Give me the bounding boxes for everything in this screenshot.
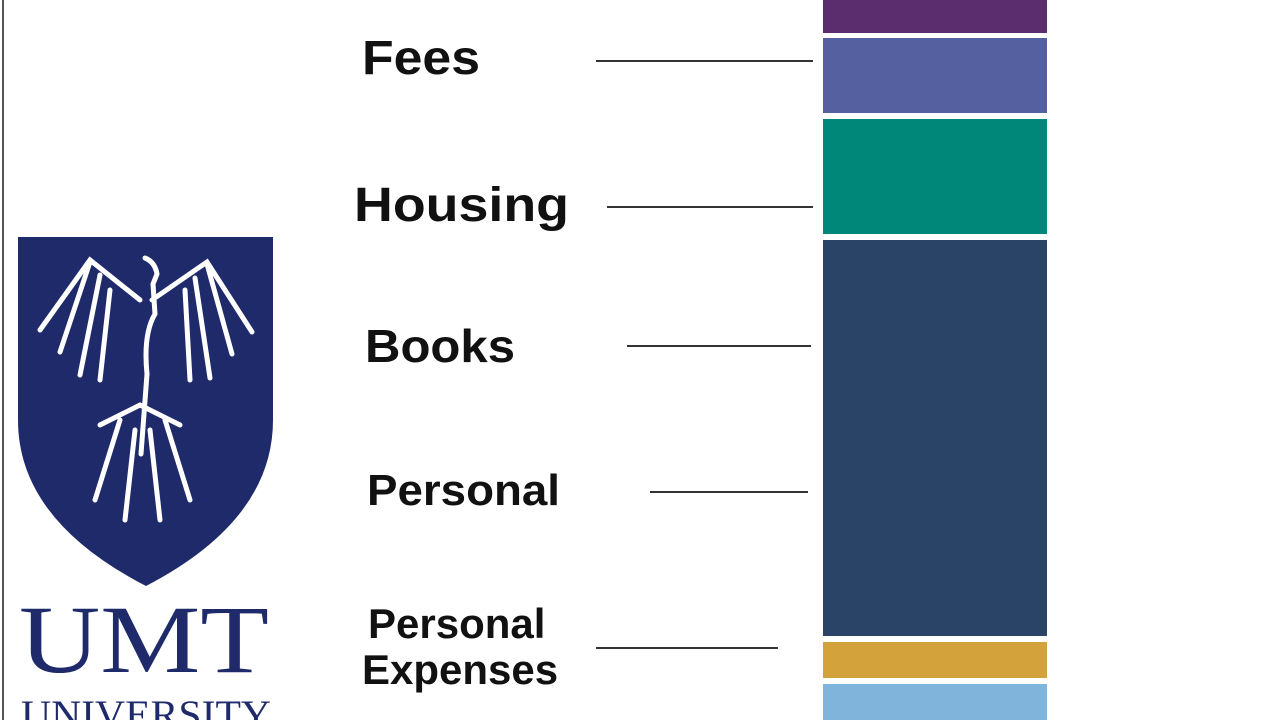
logo-shield — [18, 237, 273, 586]
logo-subtitle: UNIVERSITY — [21, 692, 271, 720]
cost-label: Fees — [362, 32, 480, 85]
leader-lines — [596, 60, 813, 649]
cost-label: Personal — [367, 466, 560, 515]
cost-label: Books — [365, 320, 515, 372]
labels: Fees Housing Books Personal Personal Expenses — [354, 32, 569, 693]
logo-name: UMT — [19, 586, 269, 693]
cost-label: Housing — [354, 179, 569, 232]
stacked-bar — [823, 0, 1047, 720]
cost-label: Personal Expenses — [362, 600, 558, 693]
